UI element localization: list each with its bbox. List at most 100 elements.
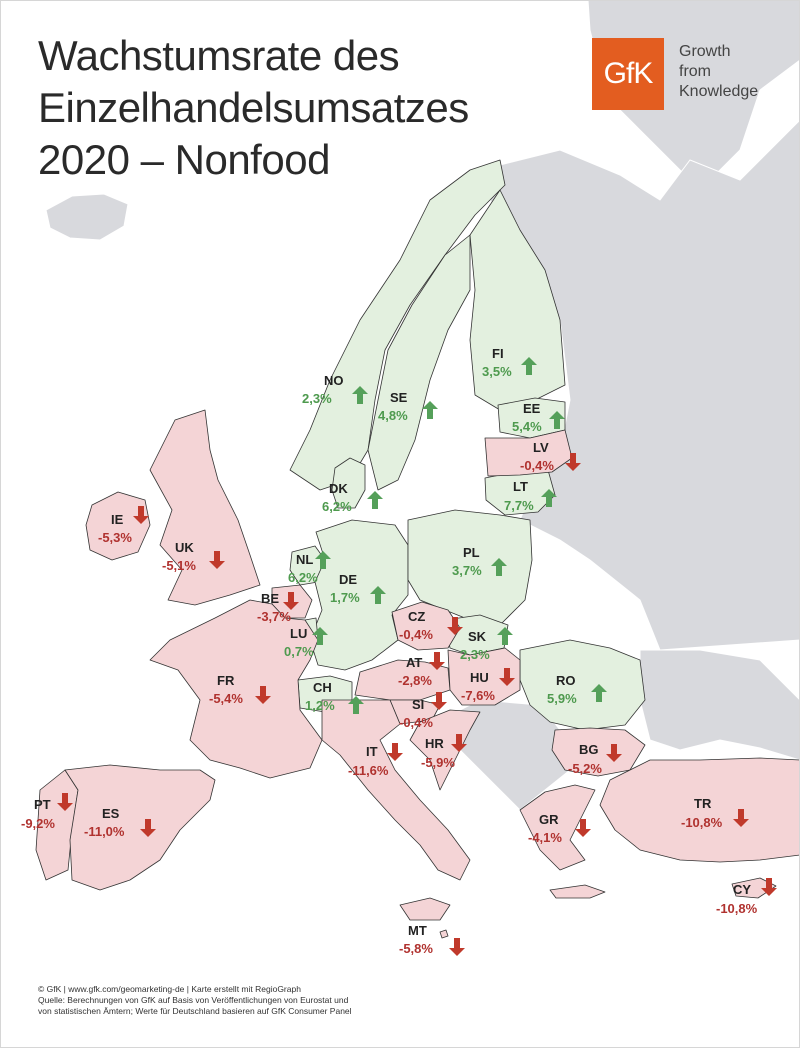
growth-value-bg: -5,2% [568, 761, 602, 776]
country-shape-dk [331, 457, 366, 509]
country-label-nl: NL 6,2% [288, 551, 331, 585]
country-shape-se [367, 234, 471, 491]
decline-countries [35, 409, 800, 939]
country-label-ro: RO 5,9% [547, 673, 607, 706]
arrow-down-icon-es [140, 819, 156, 837]
country-shape-gr [519, 784, 596, 871]
country-shape-no [289, 159, 506, 491]
arrow-up-icon-fi [521, 357, 537, 375]
arrow-down-icon-cy [761, 878, 777, 896]
country-shape-sicily [399, 897, 451, 921]
country-shape-cz [391, 601, 461, 651]
growth-value-gr: -4,1% [528, 830, 562, 845]
country-shape-tr [599, 757, 800, 863]
growth-value-dk: 6,2% [322, 499, 352, 514]
footer-line-3: von statistischen Ämtern; Werte für Deut… [38, 1006, 352, 1016]
arrow-down-icon-si [431, 692, 447, 710]
country-code-be: BE [261, 591, 279, 606]
country-code-lt: LT [513, 479, 528, 494]
country-code-fi: FI [492, 346, 504, 361]
arrow-down-icon-be [283, 592, 299, 610]
country-code-lv: LV [533, 440, 549, 455]
growth-value-it: -11,6% [348, 763, 389, 778]
country-code-pl: PL [463, 545, 480, 560]
country-label-no: NO 2,3% [302, 373, 368, 406]
growth-value-hr: -5,9% [421, 755, 455, 770]
footer-line-2: Quelle: Berechnungen von GfK auf Basis v… [38, 995, 349, 1005]
growth-value-be: -3,7% [257, 609, 291, 624]
country-shape-it [321, 699, 471, 881]
growth-value-lu: 0,7% [284, 644, 314, 659]
country-shape-fr [149, 599, 323, 779]
country-shape-de [309, 519, 409, 671]
country-label-si: SI -0,4% [399, 692, 447, 730]
growth-value-lt: 7,7% [504, 498, 534, 513]
country-code-lu: LU [290, 626, 307, 641]
growth-value-lv: -0,4% [520, 458, 554, 473]
country-code-uk: UK [175, 540, 194, 555]
country-label-fr: FR -5,4% [209, 673, 271, 706]
growth-value-se: 4,8% [378, 408, 408, 423]
arrow-down-icon-cz [447, 617, 463, 635]
country-code-hr: HR [425, 736, 444, 751]
country-label-fi: FI 3,5% [482, 346, 537, 379]
iceland-shape [45, 193, 129, 241]
country-code-nl: NL [296, 552, 313, 567]
country-labels: NO 2,3% SE 4,8% FI 3,5% EE 5,4% LV -0,4% LT 7,7% DK 6… [21, 346, 777, 956]
country-label-lu: LU 0,7% [284, 626, 328, 659]
arrow-up-icon-dk [367, 491, 383, 509]
country-label-tr: TR -10,8% [681, 796, 749, 830]
country-code-bg: BG [579, 742, 599, 757]
country-label-it: IT -11,6% [348, 743, 403, 778]
growth-value-sk: 2,3% [460, 647, 490, 662]
growth-value-cz: -0,4% [399, 627, 433, 642]
country-code-mt: MT [408, 923, 427, 938]
country-shape-es [64, 764, 216, 891]
growth-value-at: -2,8% [398, 673, 432, 688]
country-label-uk: UK -5,1% [162, 540, 225, 573]
country-label-hu: HU -7,6% [461, 668, 515, 703]
country-code-it: IT [366, 744, 378, 759]
country-code-at: AT [406, 655, 422, 670]
growth-value-ie: -5,3% [98, 530, 132, 545]
country-label-lv: LV -0,4% [520, 440, 581, 473]
country-label-es: ES -11,0% [84, 806, 156, 839]
growth-value-ro: 5,9% [547, 691, 577, 706]
country-label-dk: DK 6,2% [322, 481, 383, 514]
growth-value-pl: 3,7% [452, 563, 482, 578]
arrow-down-icon-pt [57, 793, 73, 811]
arrow-down-icon-it [387, 743, 403, 761]
title-line-1: Wachstumsrate des [38, 32, 400, 79]
country-code-dk: DK [329, 481, 348, 496]
country-code-ro: RO [556, 673, 576, 688]
growth-value-ee: 5,4% [512, 419, 542, 434]
russia-north-shape [479, 119, 800, 651]
page-title: Wachstumsrate des Einzelhandelsumsatzes … [38, 30, 469, 186]
country-shape-uk [149, 409, 261, 606]
country-code-hu: HU [470, 670, 489, 685]
gfk-logo: GfK [592, 38, 664, 110]
country-label-pl: PL 3,7% [452, 545, 507, 578]
growth-value-de: 1,7% [330, 590, 360, 605]
arrow-up-icon-no [352, 386, 368, 404]
arrow-up-icon-nl [315, 551, 331, 569]
country-code-si: SI [412, 697, 424, 712]
growth-countries [289, 159, 646, 731]
country-shape-ie [85, 491, 151, 561]
country-label-lt: LT 7,7% [504, 479, 557, 513]
arrow-down-icon-tr [733, 809, 749, 827]
growth-value-pt: -9,2% [21, 816, 55, 831]
country-label-de: DE 1,7% [330, 572, 386, 605]
country-shape-hr [409, 709, 481, 791]
country-label-se: SE 4,8% [378, 390, 438, 423]
country-label-cz: CZ -0,4% [399, 609, 463, 642]
growth-value-si: -0,4% [399, 715, 433, 730]
arrow-up-icon-sk [497, 627, 513, 645]
arrow-up-icon-lu [312, 627, 328, 645]
arrow-down-icon-hr [451, 734, 467, 752]
title-line-2: Einzelhandelsumsatzes [38, 84, 469, 131]
arrow-up-icon-pl [491, 558, 507, 576]
country-code-ie: IE [111, 512, 124, 527]
arrow-up-icon-ch [348, 696, 364, 714]
